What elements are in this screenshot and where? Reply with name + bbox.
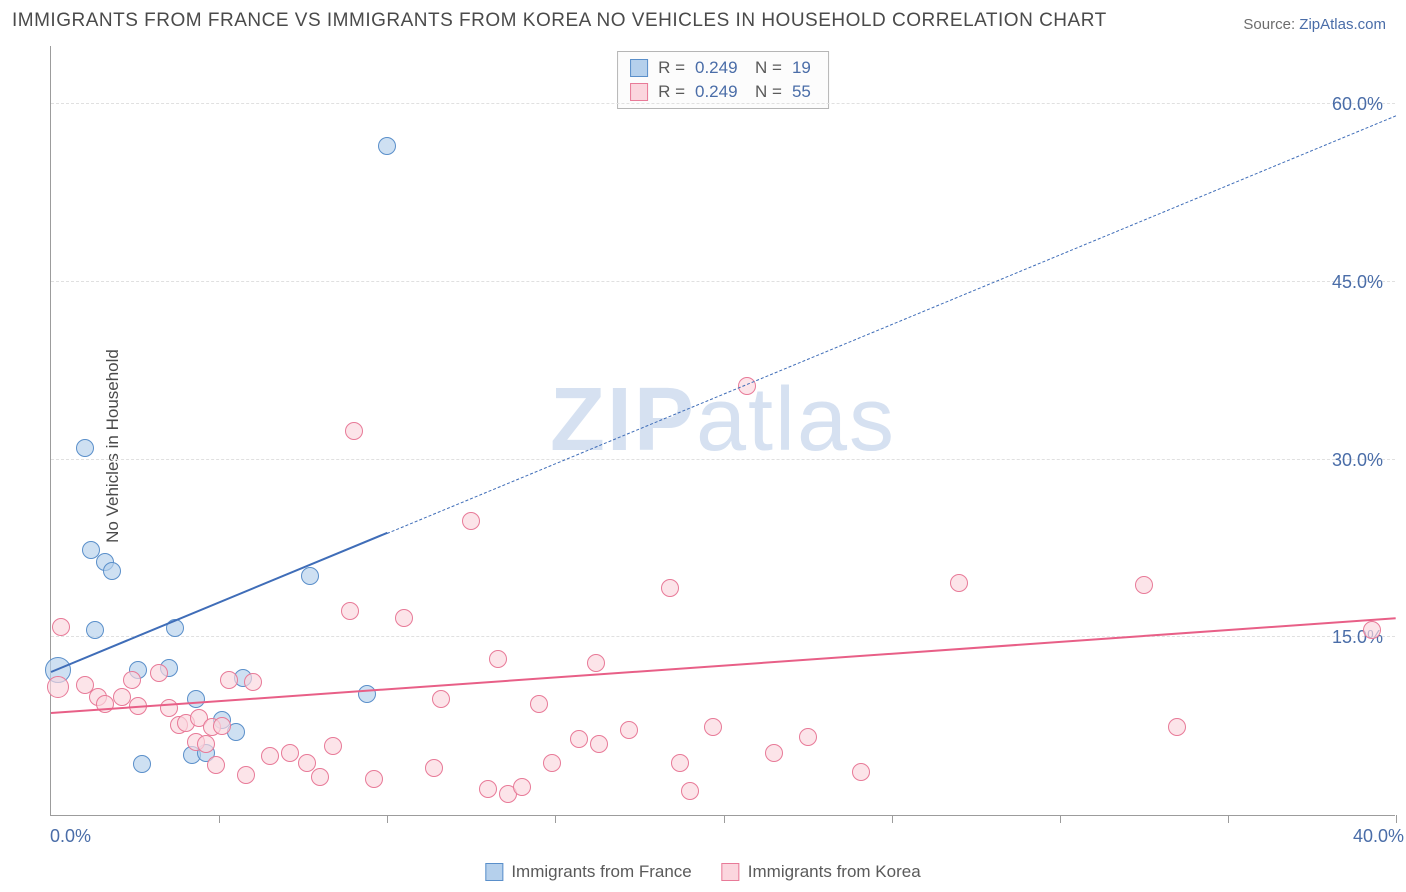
scatter-point: [261, 747, 279, 765]
scatter-point: [513, 778, 531, 796]
y-tick-label: 45.0%: [1332, 272, 1383, 293]
scatter-point: [237, 766, 255, 784]
scatter-point: [395, 609, 413, 627]
legend-n-key: N =: [755, 80, 782, 104]
gridline: [51, 459, 1395, 460]
scatter-point: [207, 756, 225, 774]
scatter-point: [213, 717, 231, 735]
scatter-point: [150, 664, 168, 682]
scatter-point: [1168, 718, 1186, 736]
scatter-point: [530, 695, 548, 713]
scatter-point: [479, 780, 497, 798]
gridline: [51, 636, 1395, 637]
scatter-point: [160, 699, 178, 717]
scatter-point: [311, 768, 329, 786]
scatter-point: [671, 754, 689, 772]
legend-n-key: N =: [755, 56, 782, 80]
gridline: [51, 103, 1395, 104]
scatter-point: [543, 754, 561, 772]
source-label: Source: ZipAtlas.com: [1243, 16, 1386, 33]
scatter-point: [587, 654, 605, 672]
scatter-point: [358, 685, 376, 703]
scatter-point: [765, 744, 783, 762]
gridline: [51, 281, 1395, 282]
scatter-point: [378, 137, 396, 155]
scatter-point: [113, 688, 131, 706]
scatter-point: [1135, 576, 1153, 594]
legend-series-name: Immigrants from France: [511, 862, 691, 882]
scatter-point: [590, 735, 608, 753]
scatter-point: [489, 650, 507, 668]
scatter-point: [281, 744, 299, 762]
scatter-point: [799, 728, 817, 746]
source-link[interactable]: ZipAtlas.com: [1299, 16, 1386, 33]
scatter-point: [220, 671, 238, 689]
scatter-point: [620, 721, 638, 739]
legend-swatch: [485, 863, 503, 881]
x-tick-label: 40.0%: [1353, 826, 1404, 847]
scatter-point: [345, 422, 363, 440]
regression-line-dashed: [387, 115, 1396, 533]
scatter-point: [103, 562, 121, 580]
stats-legend-row: R = 0.249 N = 19: [630, 56, 816, 80]
legend-n-val: 55: [792, 80, 816, 104]
x-tick: [1060, 815, 1061, 823]
legend-series-name: Immigrants from Korea: [748, 862, 921, 882]
x-tick: [892, 815, 893, 823]
x-tick: [387, 815, 388, 823]
legend-item: Immigrants from Korea: [722, 862, 921, 882]
scatter-point: [462, 512, 480, 530]
x-tick-label: 0.0%: [50, 826, 91, 847]
scatter-point: [301, 567, 319, 585]
scatter-point: [76, 439, 94, 457]
scatter-point: [1363, 621, 1381, 639]
scatter-point: [341, 602, 359, 620]
source-prefix: Source:: [1243, 16, 1295, 33]
scatter-point: [298, 754, 316, 772]
scatter-point: [52, 618, 70, 636]
legend-r-key: R =: [658, 80, 685, 104]
bottom-legend: Immigrants from France Immigrants from Ko…: [485, 862, 920, 882]
stats-legend-row: R = 0.249 N = 55: [630, 80, 816, 104]
stats-legend: R = 0.249 N = 19 R = 0.249 N = 55: [617, 51, 829, 109]
legend-r-val: 0.249: [695, 80, 745, 104]
scatter-point: [661, 579, 679, 597]
y-tick-label: 30.0%: [1332, 450, 1383, 471]
legend-item: Immigrants from France: [485, 862, 691, 882]
watermark-zip: ZIP: [550, 370, 696, 470]
legend-r-val: 0.249: [695, 56, 745, 80]
regression-line: [51, 618, 1396, 715]
scatter-point: [244, 673, 262, 691]
scatter-point: [570, 730, 588, 748]
scatter-point: [187, 690, 205, 708]
scatter-point: [47, 676, 69, 698]
scatter-point: [704, 718, 722, 736]
watermark-atlas: atlas: [696, 370, 896, 470]
scatter-point: [425, 759, 443, 777]
legend-swatch: [630, 83, 648, 101]
x-tick: [219, 815, 220, 823]
scatter-point: [950, 574, 968, 592]
x-tick: [1396, 815, 1397, 823]
watermark: ZIPatlas: [550, 369, 896, 472]
scatter-point: [852, 763, 870, 781]
legend-swatch: [630, 59, 648, 77]
legend-n-val: 19: [792, 56, 816, 80]
y-tick-label: 60.0%: [1332, 94, 1383, 115]
legend-swatch: [722, 863, 740, 881]
scatter-point: [86, 621, 104, 639]
plot-area: ZIPatlas R =0.249N =19R =0.249N =55 15.0…: [50, 46, 1395, 816]
chart-title: IMMIGRANTS FROM FRANCE VS IMMIGRANTS FRO…: [12, 10, 1107, 32]
scatter-point: [324, 737, 342, 755]
x-tick: [1228, 815, 1229, 823]
legend-r-key: R =: [658, 56, 685, 80]
scatter-point: [197, 735, 215, 753]
scatter-point: [133, 755, 151, 773]
x-tick: [724, 815, 725, 823]
scatter-point: [432, 690, 450, 708]
scatter-point: [365, 770, 383, 788]
x-tick: [555, 815, 556, 823]
scatter-point: [681, 782, 699, 800]
scatter-point: [123, 671, 141, 689]
